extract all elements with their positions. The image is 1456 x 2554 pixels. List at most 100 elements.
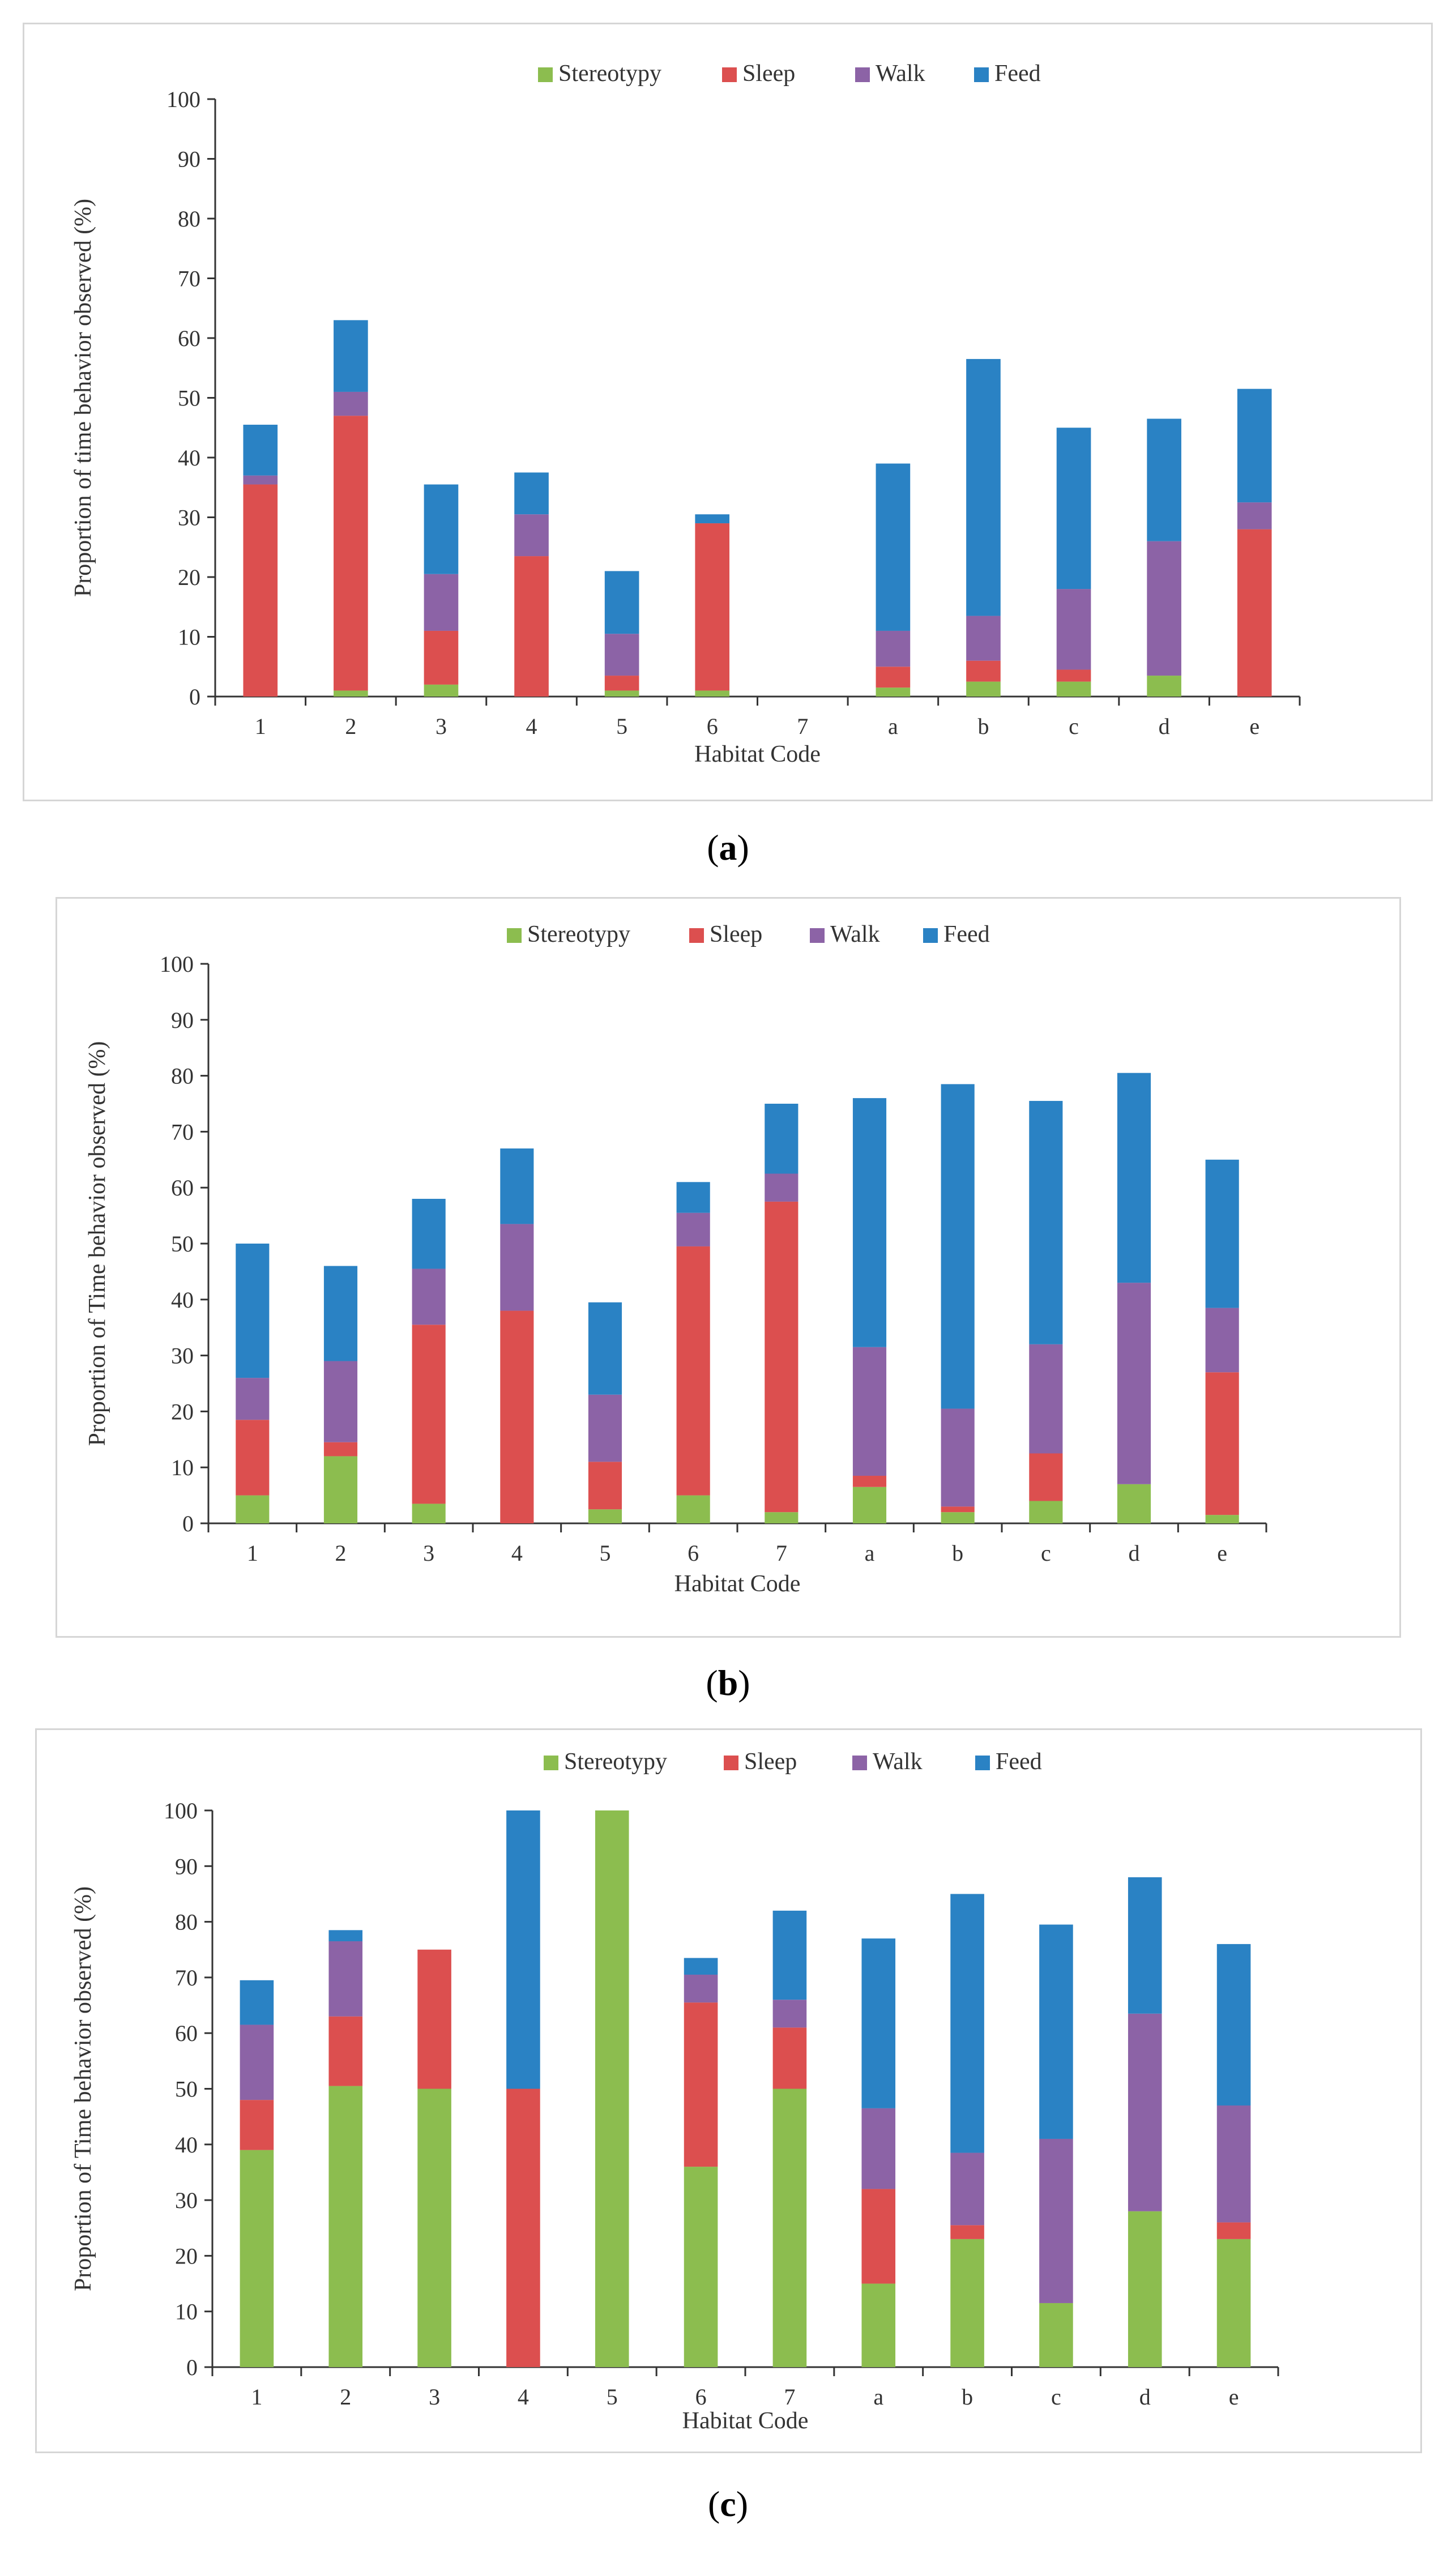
bar-feed-e <box>1216 1944 1251 2105</box>
bar-stereotypy-7 <box>765 1512 799 1523</box>
legend-label-walk: Walk <box>873 1749 923 1775</box>
bar-feed-b <box>950 1894 984 2153</box>
legend-swatch-sleep <box>724 1756 738 1770</box>
bar-sleep-1 <box>243 484 278 697</box>
chart-b: 0 10 20 30 40 50 60 70 80 90 100 1 2 3 4 5 6 7 a b c d e Habita… <box>84 921 1267 1597</box>
bar-stereotypy-2 <box>334 690 368 697</box>
legend-label-sleep: Sleep <box>744 1749 797 1775</box>
bar-stereotypy-5 <box>595 1810 629 2367</box>
bar-stereotypy-a <box>852 1487 887 1523</box>
bar-feed-1 <box>243 424 278 476</box>
legend-label-walk: Walk <box>830 921 880 947</box>
legend-label-feed: Feed <box>943 921 990 947</box>
y-tick-label: 40 <box>175 2132 198 2158</box>
bar-stereotypy-2 <box>328 2086 363 2367</box>
bar-sleep-e <box>1216 2222 1251 2239</box>
bar-walk-7 <box>772 2000 807 2028</box>
bar-stereotypy-5 <box>588 1509 622 1523</box>
legend-label-walk: Walk <box>876 61 925 87</box>
bar-stereotypy-1 <box>236 1495 270 1523</box>
bar-walk-6 <box>684 1974 718 2003</box>
x-tick-label: 4 <box>526 714 537 739</box>
bar-sleep-1 <box>240 2100 274 2150</box>
y-axis-title: Proportion of time behavior observed (%) <box>70 199 96 597</box>
bar-sleep-6 <box>684 2002 718 2167</box>
bar-stereotypy-3 <box>424 684 459 697</box>
y-tick-label: 50 <box>171 1231 194 1257</box>
bar-sleep-4 <box>506 2089 540 2367</box>
bar-sleep-b <box>941 1506 975 1513</box>
y-tick-label: 20 <box>178 565 200 590</box>
bar-feed-c <box>1039 1924 1073 2139</box>
bar-walk-b <box>941 1408 975 1507</box>
legend-swatch-stereotypy <box>544 1756 558 1770</box>
caption-c-close: ) <box>736 2484 749 2524</box>
x-tick-label: b <box>977 714 989 739</box>
legend-swatch-walk <box>852 1756 867 1770</box>
legend-swatch-walk <box>855 67 870 82</box>
x-tick-label: 4 <box>511 1540 523 1566</box>
bar-walk-2 <box>334 391 368 416</box>
y-tick-label: 80 <box>175 1910 198 1935</box>
y-tick-label: 70 <box>178 266 200 292</box>
bar-sleep-2 <box>323 1442 358 1457</box>
bar-walk-4 <box>514 514 549 557</box>
y-tick-label: 40 <box>171 1287 194 1313</box>
x-tick-label: b <box>952 1540 963 1566</box>
bar-walk-a <box>861 2108 896 2189</box>
bar-walk-1 <box>236 1378 270 1420</box>
bar-feed-5 <box>588 1302 622 1395</box>
y-tick-label: 60 <box>178 326 200 351</box>
bar-sleep-5 <box>604 676 639 691</box>
x-axis-title: Habitat Code <box>682 2408 809 2434</box>
x-tick-label: 2 <box>335 1540 347 1566</box>
bar-feed-5 <box>604 571 639 634</box>
bar-walk-e <box>1216 2105 1251 2223</box>
bar-sleep-1 <box>236 1420 270 1496</box>
bar-sleep-a <box>876 667 911 688</box>
caption-b: (b) <box>0 1662 1456 1704</box>
x-tick-label: 7 <box>797 714 808 739</box>
bar-sleep-7 <box>772 2027 807 2089</box>
y-tick-label: 30 <box>178 505 200 531</box>
y-tick-label: 10 <box>175 2299 198 2325</box>
bar-stereotypy-6 <box>684 2167 718 2367</box>
x-tick-label: c <box>1069 714 1079 739</box>
bar-feed-2 <box>328 1930 363 1942</box>
bar-stereotypy-b <box>950 2239 984 2367</box>
caption-b-letter: b <box>718 1663 738 1703</box>
y-tick-label: 20 <box>175 2243 198 2269</box>
legend-swatch-feed <box>974 67 989 82</box>
y-tick-label: 40 <box>178 445 200 471</box>
x-tick-label: 7 <box>784 2384 795 2410</box>
bar-walk-7 <box>765 1173 799 1202</box>
bar-stereotypy-d <box>1117 1484 1151 1523</box>
caption-c: (c) <box>0 2483 1456 2525</box>
x-tick-label: 2 <box>345 714 356 739</box>
bar-sleep-6 <box>676 1246 710 1496</box>
bar-feed-a <box>861 1938 896 2108</box>
bar-stereotypy-3 <box>417 2089 451 2367</box>
caption-b-open: ( <box>706 1663 718 1703</box>
bar-feed-b <box>941 1084 975 1409</box>
chart-c: 0 10 20 30 40 50 60 70 80 90 100 1 2 3 4 5 6 7 a b c d e Habita… <box>70 1749 1279 2434</box>
legend-label-stereotypy: Stereotypy <box>564 1749 667 1775</box>
bar-stereotypy-b <box>966 681 1001 697</box>
bar-feed-a <box>852 1098 887 1347</box>
bar-walk-c <box>1039 2138 1073 2303</box>
y-axis-title: Proportion of Time behavior observed (%) <box>84 1041 110 1446</box>
x-tick-label: a <box>865 1540 875 1566</box>
bar-walk-a <box>876 630 911 667</box>
y-tick-label: 0 <box>182 1511 194 1536</box>
bar-walk-c <box>1056 589 1091 670</box>
bar-stereotypy-2 <box>323 1456 358 1523</box>
bar-feed-6 <box>684 1958 718 1975</box>
bar-stereotypy-d <box>1128 2211 1162 2367</box>
bar-walk-b <box>950 2152 984 2226</box>
x-tick-label: b <box>962 2384 973 2410</box>
y-tick-label: 50 <box>178 386 200 411</box>
bar-sleep-2 <box>328 2016 363 2086</box>
x-tick-label: c <box>1051 2384 1061 2410</box>
bar-stereotypy-3 <box>412 1504 446 1523</box>
caption-a-close: ) <box>737 827 749 868</box>
